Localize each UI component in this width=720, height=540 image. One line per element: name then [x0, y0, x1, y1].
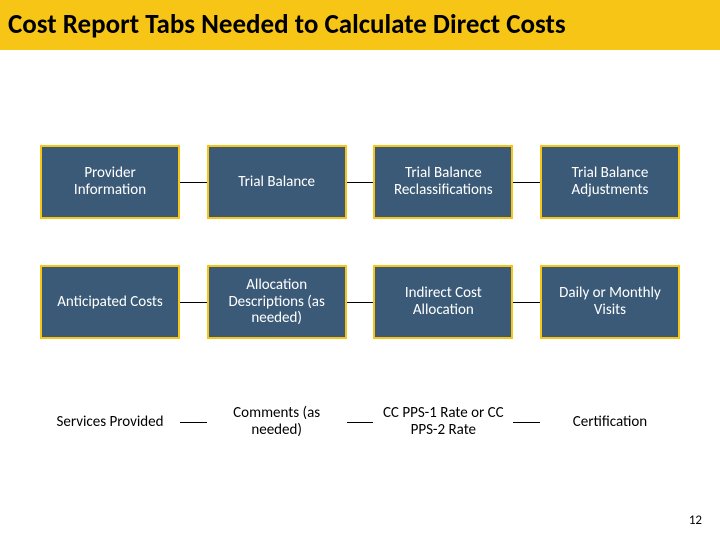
flow-box: Comments (as needed)	[207, 385, 347, 459]
connector-line	[180, 182, 207, 183]
flow-box: Anticipated Costs	[40, 265, 180, 339]
connector-line	[347, 182, 374, 183]
connector-line	[347, 422, 374, 423]
title-bar: Cost Report Tabs Needed to Calculate Dir…	[0, 0, 720, 50]
flow-box: Certification	[540, 385, 680, 459]
flow-box: Services Provided	[40, 385, 180, 459]
connector-line	[180, 422, 207, 423]
connector-line	[513, 302, 540, 303]
connector-line	[513, 422, 540, 423]
connector-line	[347, 302, 374, 303]
flow-box: Daily or Monthly Visits	[540, 265, 680, 339]
flow-grid: Provider Information Trial Balance Trial B…	[40, 145, 680, 505]
flow-box: Allocation Descriptions (as needed)	[207, 265, 347, 339]
page-number: 12	[689, 513, 702, 528]
flow-box: Provider Information	[40, 145, 180, 219]
connector-line	[180, 302, 207, 303]
flow-box: Trial Balance	[207, 145, 347, 219]
flow-box: CC PPS-1 Rate or CC PPS-2 Rate	[373, 385, 513, 459]
flow-box: Trial Balance Reclassifications	[373, 145, 513, 219]
connector-line	[513, 182, 540, 183]
flow-box: Trial Balance Adjustments	[540, 145, 680, 219]
flow-box: Indirect Cost Allocation	[373, 265, 513, 339]
slide-title: Cost Report Tabs Needed to Calculate Dir…	[8, 10, 702, 40]
